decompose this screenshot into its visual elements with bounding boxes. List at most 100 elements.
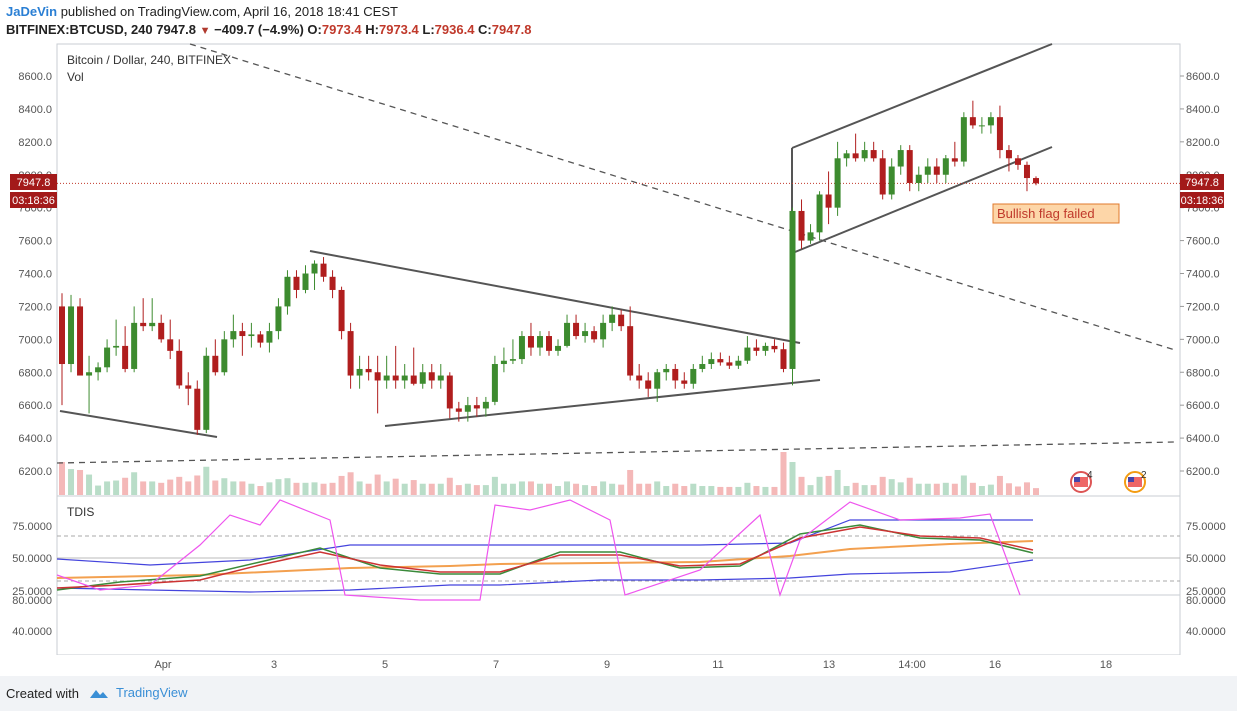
candle-body xyxy=(663,368,670,373)
annotation-text: Bullish flag failed xyxy=(997,206,1095,221)
chart-header: JaDeVin published on TradingView.com, Ap… xyxy=(0,0,1237,42)
price-tick-left: 7000.0 xyxy=(18,334,52,346)
candle-body xyxy=(392,375,399,381)
time-tick: 13 xyxy=(823,659,835,671)
candle-body xyxy=(302,273,309,290)
volume-bar xyxy=(257,486,264,495)
volume-bar xyxy=(555,486,562,495)
price-tick-right: 7000.0 xyxy=(1186,334,1220,346)
candle-body xyxy=(942,158,949,175)
candle-body xyxy=(203,355,210,430)
candle-body xyxy=(275,306,282,332)
tdis-lower-volatility-band xyxy=(56,559,1034,593)
volume-bar xyxy=(329,482,336,495)
volume-bar xyxy=(699,486,706,495)
candle-body xyxy=(798,210,805,241)
volume-bar xyxy=(518,481,525,495)
lower-pane-border xyxy=(56,594,1181,656)
countdown-marker-right xyxy=(1180,192,1224,208)
candle-body xyxy=(834,158,841,208)
volume-bar xyxy=(897,482,904,495)
countdown-marker-left xyxy=(10,192,57,208)
volume-bar xyxy=(356,481,363,495)
volume-bar xyxy=(464,483,471,495)
price-tick-right: 6200.0 xyxy=(1186,466,1220,478)
tdis-tick-right: 50.0000 xyxy=(1186,553,1226,565)
candle-body xyxy=(600,322,607,340)
candle-body xyxy=(347,331,354,376)
volume-bar xyxy=(1023,482,1030,495)
volume-bar xyxy=(789,462,796,495)
lower-tick-left: 80.0000 xyxy=(12,595,52,607)
volume-bars xyxy=(59,452,1039,495)
volume-bar xyxy=(122,477,129,495)
volume-bar xyxy=(861,485,868,495)
volume-bar xyxy=(410,480,417,495)
volume-bar xyxy=(807,485,814,495)
volume-bar xyxy=(473,485,480,495)
tdis-signal-line xyxy=(56,526,1034,589)
price-chart[interactable]: 6200.0 6200.0 6400.0 6400.0 6600.0 6600.0 6800… xyxy=(0,0,1237,676)
volume-bar xyxy=(870,485,877,495)
volume-bar xyxy=(906,477,913,495)
price-tick-left: 8600.0 xyxy=(18,71,52,83)
candle-body xyxy=(383,375,390,381)
candle-body xyxy=(951,158,958,162)
tradingview-link[interactable]: TradingView xyxy=(88,685,188,700)
volume-bar xyxy=(609,483,616,495)
tdis-tick-right: 75.0000 xyxy=(1186,521,1226,533)
flag-badge-us[interactable]: 4 xyxy=(1070,470,1093,493)
volume-bar xyxy=(284,478,291,495)
price-tick-right: 7200.0 xyxy=(1186,301,1220,313)
annotation-box[interactable] xyxy=(992,203,1120,224)
candle-body xyxy=(771,345,778,350)
volume-bar xyxy=(834,469,841,495)
created-with-text: Created with xyxy=(6,686,79,701)
volume-bar xyxy=(59,462,65,495)
volume-bar xyxy=(816,476,823,495)
volume-bar xyxy=(798,476,805,495)
candle-body xyxy=(924,166,931,175)
time-tick: 7 xyxy=(493,659,499,671)
candle-body xyxy=(870,150,877,159)
volume-bar xyxy=(392,478,399,495)
candle-body xyxy=(473,405,480,409)
candle-body xyxy=(591,331,598,340)
time-tick: 9 xyxy=(604,659,610,671)
volume-bar xyxy=(960,475,967,495)
candle-body xyxy=(230,331,237,340)
main-pane-border xyxy=(56,43,1181,497)
tdis-tick-left: 75.0000 xyxy=(12,521,52,533)
lower-tick-left: 40.0000 xyxy=(12,626,52,638)
candle-body xyxy=(149,322,156,327)
candle-body xyxy=(446,375,453,409)
candle-body xyxy=(365,368,372,373)
candle-body xyxy=(428,372,435,381)
candle-body xyxy=(284,276,291,307)
candle-body xyxy=(374,372,381,381)
candle-body xyxy=(618,314,625,327)
volume-bar xyxy=(717,486,724,495)
price-tick-right: 8600.0 xyxy=(1186,71,1220,83)
price-tick-left: 8400.0 xyxy=(18,104,52,116)
candle-body xyxy=(122,345,129,369)
candle-body xyxy=(68,306,75,365)
candle-body xyxy=(933,166,940,175)
volume-bar xyxy=(681,486,688,495)
volume-bar xyxy=(374,474,381,495)
flag-badge-uk[interactable]: 2 xyxy=(1124,470,1147,493)
candle-body xyxy=(546,336,552,351)
candle-body xyxy=(464,405,471,412)
volume-bar xyxy=(546,483,552,495)
volume-bar xyxy=(618,484,625,495)
candle-body xyxy=(627,326,634,376)
candle-body xyxy=(221,339,228,373)
volume-bar xyxy=(221,478,228,495)
volume-bar xyxy=(509,483,516,495)
channel-lower-line xyxy=(794,146,1053,253)
author-link[interactable]: JaDeVin xyxy=(6,4,58,19)
candle-body xyxy=(609,314,616,323)
volume-bar xyxy=(753,486,760,495)
volume-bar xyxy=(320,483,327,495)
candle-body xyxy=(861,150,868,159)
